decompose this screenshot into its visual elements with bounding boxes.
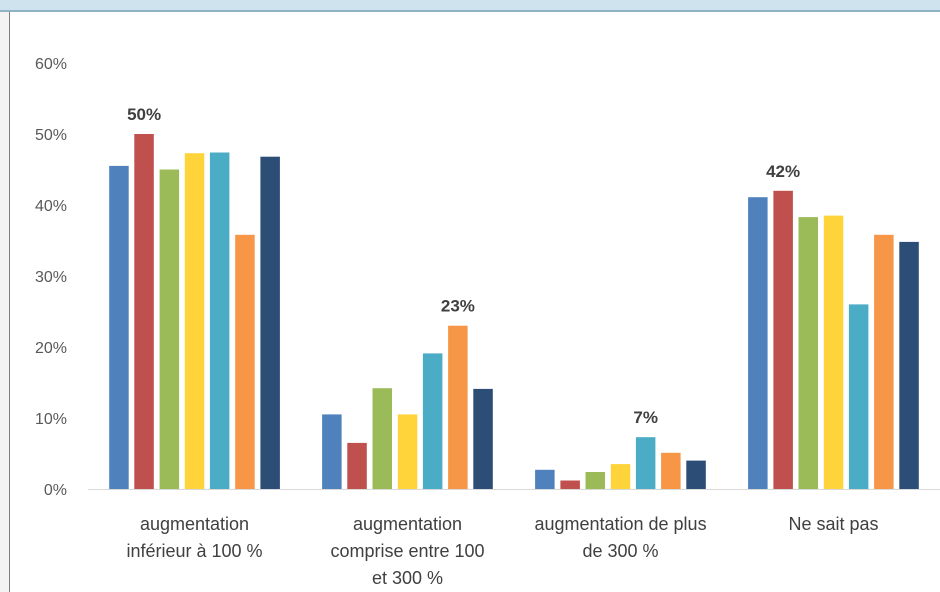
x-category-label: inférieur à 100 % — [126, 541, 262, 561]
x-category-label: augmentation de plus — [534, 514, 706, 534]
x-category-label: Ne sait pas — [788, 514, 878, 534]
bar — [473, 388, 493, 489]
x-category-label: augmentation — [140, 514, 249, 534]
bar — [159, 169, 180, 489]
bar — [585, 472, 605, 489]
y-tick-label: 40% — [35, 198, 67, 215]
bar — [686, 460, 706, 489]
bar — [209, 152, 230, 489]
bar — [448, 325, 468, 489]
data-label: 42% — [766, 162, 800, 181]
bar — [823, 215, 844, 489]
bar — [848, 304, 869, 489]
y-tick-label: 30% — [35, 269, 67, 286]
y-tick-label: 60% — [35, 56, 67, 73]
bar — [635, 437, 656, 489]
x-axis: augmentation inférieur à 100 % augmentatio… — [126, 514, 878, 588]
bar — [347, 442, 367, 489]
bar — [874, 234, 894, 489]
data-label: 50% — [127, 105, 161, 124]
x-category-label: et 300 % — [372, 568, 443, 588]
bar — [535, 469, 555, 489]
bar — [610, 464, 631, 489]
bar — [109, 165, 129, 489]
bar — [235, 234, 255, 489]
data-label: 7% — [633, 408, 658, 427]
data-label: 23% — [441, 297, 475, 316]
bar — [322, 414, 342, 489]
bar — [560, 480, 580, 489]
y-axis: 0% 10% 20% 30% 40% 50% 60% — [35, 56, 67, 499]
bar — [184, 153, 205, 489]
bar — [899, 241, 919, 489]
x-category-label: de 300 % — [582, 541, 658, 561]
y-tick-label: 10% — [35, 411, 67, 428]
bar — [748, 197, 768, 489]
left-margin — [0, 12, 9, 592]
x-category-label: comprise entre 100 — [330, 541, 484, 561]
bar — [773, 190, 793, 490]
bar — [134, 134, 154, 489]
bar — [422, 353, 443, 489]
y-tick-label: 20% — [35, 340, 67, 357]
y-tick-label: 0% — [44, 482, 67, 499]
bar — [798, 217, 818, 489]
data-labels: 50% 23% 7% 42% — [127, 105, 800, 427]
bar — [372, 388, 392, 489]
bar — [661, 452, 681, 489]
bars — [109, 134, 919, 490]
left-border-line — [9, 12, 10, 592]
x-category-label: augmentation — [353, 514, 462, 534]
bar — [397, 414, 418, 489]
top-border-strip — [0, 0, 940, 12]
bar — [260, 156, 280, 489]
y-tick-label: 50% — [35, 127, 67, 144]
